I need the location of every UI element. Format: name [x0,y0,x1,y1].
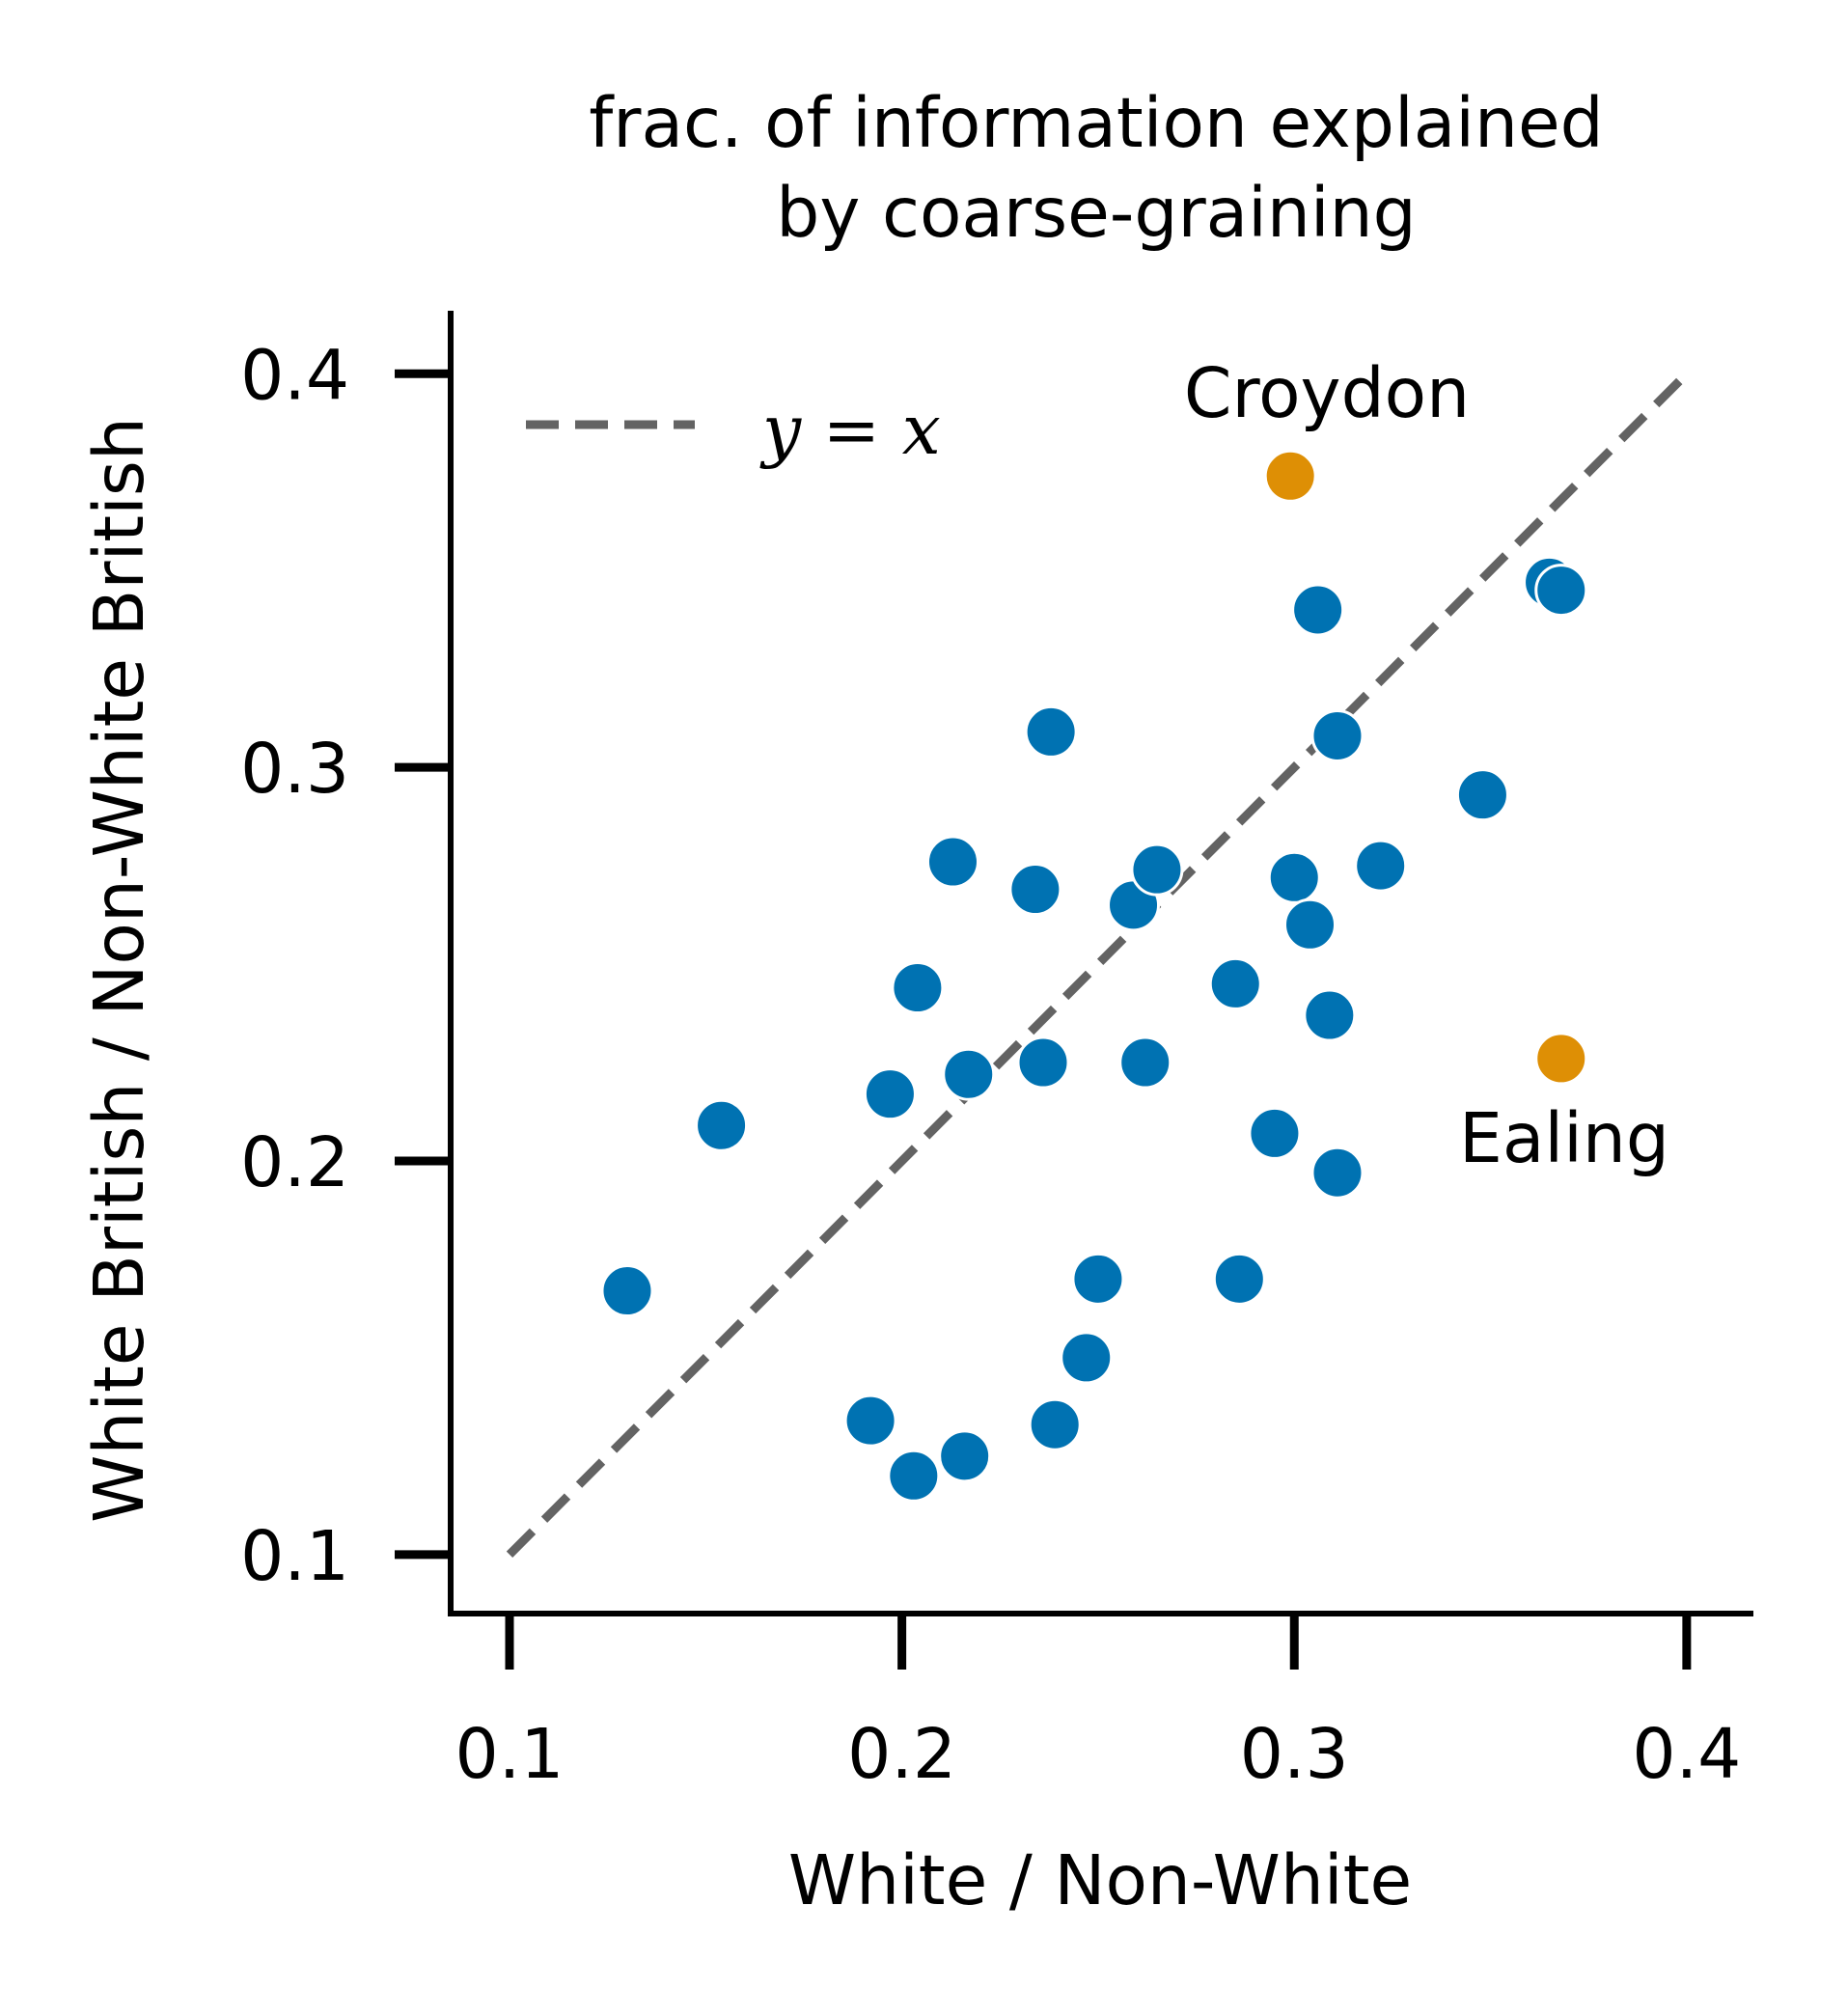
data-point-9 [1008,863,1062,917]
data-point-6 [925,835,979,889]
data-point-21 [1267,850,1321,904]
x-tick-label: 0.2 [847,1714,956,1794]
y-tick-label: 0.2 [240,1122,349,1202]
data-point-2 [843,1394,897,1448]
data-point-11 [1024,704,1078,759]
data-point-27 [1354,839,1408,893]
chart-title-line-2: by coarse-graining [776,173,1416,253]
data-point-24 [1303,988,1357,1042]
data-point-23 [1291,583,1345,637]
data-points [600,449,1588,1503]
data-point-0 [600,1264,654,1318]
data-point-4 [887,1449,941,1503]
x-tick-label: 0.4 [1632,1714,1741,1794]
data-point-17 [1130,842,1184,897]
y-tick-label: 0.3 [240,729,349,809]
data-point-18 [1208,956,1262,1010]
data-point-12 [1028,1397,1082,1451]
data-point-3 [863,1067,917,1121]
data-point-16 [1118,1036,1172,1090]
data-point-13 [1060,1331,1114,1385]
x-tick-label: 0.1 [455,1714,565,1794]
chart-title-line-1: frac. of information explained [589,83,1603,163]
data-point-10 [1016,1036,1070,1090]
data-point-14 [1071,1252,1125,1306]
x-axis-label: White / Non-White [788,1840,1412,1920]
legend: y = x [526,390,941,470]
y-axis-label: White British / Non-White British [79,417,159,1523]
data-point-1 [695,1098,749,1152]
data-point-30 [1534,564,1588,618]
data-point-25 [1310,1146,1365,1200]
data-point-28 [1455,768,1509,822]
annotation-croydon: Croydon [1184,353,1470,433]
legend-label: y = x [759,390,941,470]
x-tick-label: 0.3 [1240,1714,1349,1794]
highlighted-point-1 [1534,1032,1588,1086]
y-axis-ticks: 0.1 0.2 0.3 0.4 [240,335,451,1596]
annotation-ealing: Ealing [1459,1098,1669,1178]
data-point-5 [891,961,945,1015]
data-point-7 [938,1429,992,1483]
data-point-8 [942,1047,996,1101]
data-point-26 [1310,708,1365,762]
reference-line-y-equals-x [506,371,1691,1558]
data-point-20 [1248,1106,1302,1160]
x-axis-ticks: 0.1 0.2 0.3 0.4 [455,1614,1741,1794]
y-tick-label: 0.4 [240,335,349,415]
y-tick-label: 0.1 [240,1516,349,1596]
data-point-19 [1212,1252,1266,1306]
highlighted-point-0 [1263,449,1317,503]
data-point-22 [1283,898,1337,952]
